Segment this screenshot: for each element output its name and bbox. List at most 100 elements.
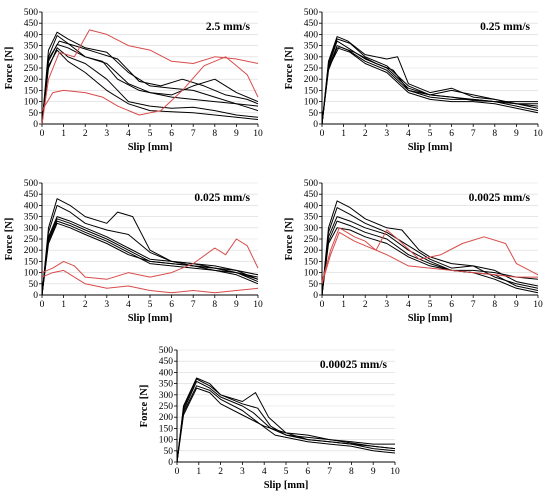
x-tick-label: 9 bbox=[371, 467, 376, 477]
y-tick-label: 250 bbox=[304, 235, 319, 245]
x-tick-label: 0 bbox=[40, 300, 45, 310]
x-tick-label: 9 bbox=[234, 300, 239, 310]
x-tick-label: 9 bbox=[514, 129, 519, 139]
y-tick-label: 500 bbox=[24, 179, 39, 189]
x-tick-label: 1 bbox=[196, 467, 201, 477]
y-tick-label: 250 bbox=[24, 235, 39, 245]
x-tick-label: 9 bbox=[514, 300, 519, 310]
x-tick-label: 10 bbox=[253, 129, 263, 139]
x-tick-label: 0 bbox=[320, 300, 325, 310]
x-tick-label: 7 bbox=[191, 129, 196, 139]
x-tick-label: 3 bbox=[240, 467, 245, 477]
x-tick-label: 2 bbox=[83, 129, 88, 139]
series-line-black bbox=[321, 207, 539, 296]
y-tick-label: 500 bbox=[24, 8, 39, 18]
y-tick-label: 50 bbox=[164, 447, 174, 457]
y-tick-label: 450 bbox=[304, 190, 319, 200]
rate-annotation: 0.25 mm/s bbox=[480, 21, 530, 33]
x-tick-label: 0 bbox=[40, 129, 45, 139]
y-tick-label: 50 bbox=[29, 109, 39, 119]
series-line-black bbox=[321, 227, 539, 296]
y-tick-label: 300 bbox=[24, 53, 39, 63]
x-tick-label: 3 bbox=[104, 300, 109, 310]
y-tick-label: 500 bbox=[304, 179, 319, 189]
series-line-red bbox=[321, 227, 539, 282]
x-tick-label: 2 bbox=[363, 129, 368, 139]
x-axis-label: Slip [mm] bbox=[264, 480, 309, 491]
y-tick-label: 0 bbox=[313, 120, 318, 130]
y-tick-label: 150 bbox=[304, 257, 319, 267]
y-tick-label: 0 bbox=[33, 291, 38, 301]
series-line-black bbox=[321, 200, 539, 296]
x-tick-label: 6 bbox=[449, 300, 454, 310]
x-tick-label: 2 bbox=[363, 300, 368, 310]
y-tick-label: 400 bbox=[304, 30, 319, 40]
x-axis-label: Slip [mm] bbox=[408, 142, 453, 153]
y-tick-label: 200 bbox=[304, 75, 319, 85]
x-tick-label: 10 bbox=[253, 300, 263, 310]
y-tick-label: 450 bbox=[24, 190, 39, 200]
y-tick-label: 100 bbox=[159, 436, 174, 446]
y-tick-label: 250 bbox=[159, 402, 174, 412]
x-axis-label: Slip [mm] bbox=[128, 142, 173, 153]
y-tick-label: 300 bbox=[159, 391, 174, 401]
x-tick-label: 10 bbox=[533, 300, 543, 310]
y-tick-label: 100 bbox=[304, 98, 319, 108]
x-tick-label: 8 bbox=[492, 129, 497, 139]
rate-annotation: 0.0025 mm/s bbox=[469, 192, 531, 204]
y-tick-label: 450 bbox=[24, 19, 39, 29]
series-line-black bbox=[321, 36, 539, 125]
x-tick-label: 5 bbox=[284, 467, 289, 477]
x-tick-label: 7 bbox=[191, 300, 196, 310]
x-tick-label: 4 bbox=[406, 300, 411, 310]
series-line-black bbox=[321, 38, 539, 125]
y-tick-label: 200 bbox=[159, 413, 174, 423]
y-tick-label: 200 bbox=[304, 246, 319, 256]
series-line-red bbox=[41, 269, 259, 294]
y-tick-label: 50 bbox=[309, 280, 319, 290]
y-tick-label: 150 bbox=[304, 86, 319, 96]
y-axis-label: Force [N] bbox=[284, 218, 295, 261]
x-tick-label: 0 bbox=[175, 467, 180, 477]
y-tick-label: 100 bbox=[304, 269, 319, 279]
rate-annotation: 0.025 mm/s bbox=[194, 192, 250, 204]
x-tick-label: 10 bbox=[533, 129, 543, 139]
series-line-black bbox=[176, 378, 396, 463]
x-axis-label: Slip [mm] bbox=[408, 313, 453, 324]
x-tick-label: 1 bbox=[61, 129, 66, 139]
y-tick-label: 400 bbox=[24, 30, 39, 40]
y-tick-label: 150 bbox=[24, 257, 39, 267]
y-tick-label: 300 bbox=[304, 53, 319, 63]
x-tick-label: 5 bbox=[428, 300, 433, 310]
series-line-black bbox=[41, 220, 259, 296]
x-tick-label: 7 bbox=[471, 129, 476, 139]
y-tick-label: 150 bbox=[24, 86, 39, 96]
y-axis-label: Force [N] bbox=[4, 218, 15, 261]
y-tick-label: 150 bbox=[159, 424, 174, 434]
x-tick-label: 5 bbox=[148, 300, 153, 310]
y-tick-label: 500 bbox=[159, 346, 174, 356]
y-tick-label: 500 bbox=[304, 8, 319, 18]
y-axis-label: Force [N] bbox=[284, 47, 295, 90]
y-tick-label: 350 bbox=[304, 42, 319, 52]
y-tick-label: 100 bbox=[24, 98, 39, 108]
x-tick-label: 2 bbox=[83, 300, 88, 310]
y-tick-label: 350 bbox=[304, 213, 319, 223]
x-tick-label: 4 bbox=[126, 300, 131, 310]
series-line-red bbox=[321, 231, 538, 284]
y-tick-label: 50 bbox=[309, 109, 319, 119]
x-tick-label: 3 bbox=[384, 300, 389, 310]
y-tick-label: 400 bbox=[159, 368, 174, 378]
y-tick-label: 450 bbox=[159, 357, 174, 367]
x-tick-label: 8 bbox=[212, 300, 217, 310]
x-tick-label: 1 bbox=[61, 300, 66, 310]
x-tick-label: 3 bbox=[104, 129, 109, 139]
x-tick-label: 8 bbox=[349, 467, 354, 477]
series-line-black bbox=[321, 46, 538, 125]
y-tick-label: 200 bbox=[24, 246, 39, 256]
